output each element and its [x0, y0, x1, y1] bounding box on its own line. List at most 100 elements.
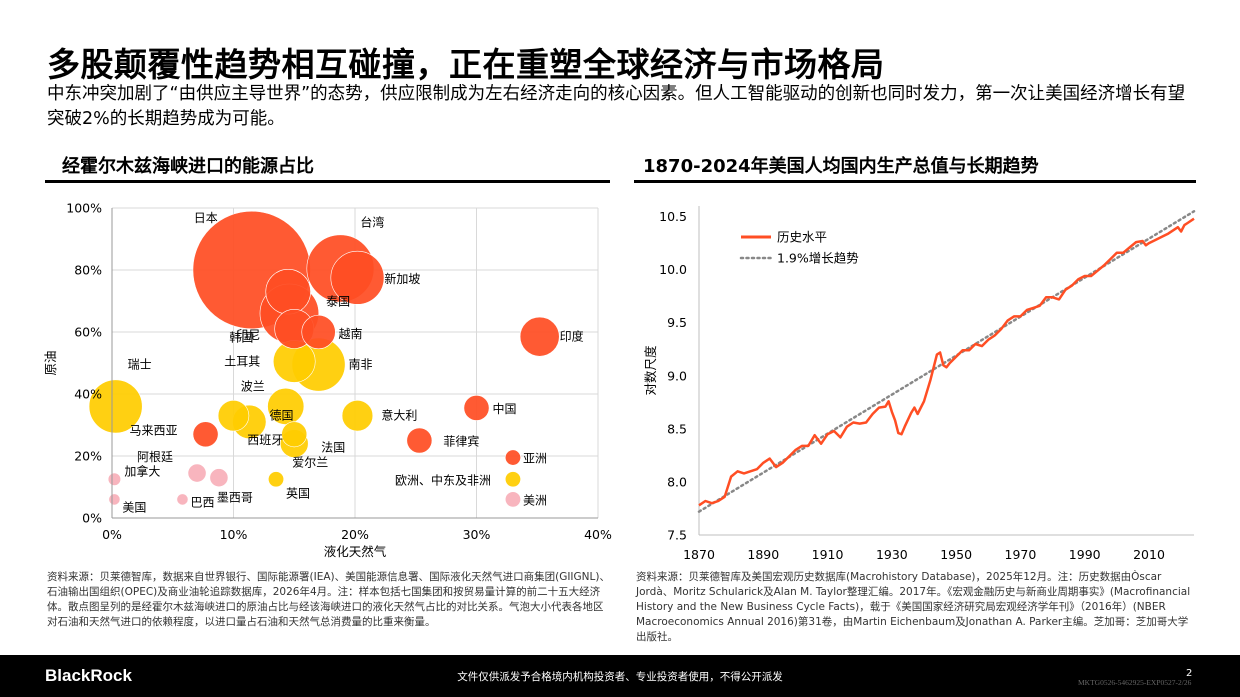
bubble-label: 欧洲、中东及非洲: [395, 472, 491, 487]
bubble-19: [406, 427, 433, 454]
right-chart-title: 1870-2024年美国人均国内生产总值与长期趋势: [643, 156, 1039, 177]
x-tick-label: 10%: [220, 527, 248, 542]
bubble-3: [330, 250, 385, 305]
bubble-label: 日本: [194, 211, 218, 225]
bubble-13: [217, 400, 250, 432]
bubble-label: 中国: [493, 401, 517, 416]
bubble-21: [504, 449, 521, 466]
x-tick-label: 20%: [341, 527, 369, 542]
document-code: MKTG0526-5462925-EXP0527-2/26: [1078, 678, 1192, 687]
historical-line: [698, 217, 1195, 507]
bubble-label: 土耳其: [224, 354, 260, 368]
bubble-16: [463, 395, 490, 421]
bubble-label: 阿根廷: [137, 450, 173, 464]
bubble-22: [187, 463, 207, 483]
y-axis-title: 对数尺度: [643, 345, 658, 396]
bubble-label: 美国: [122, 500, 146, 514]
x-tick-label: 1870: [683, 547, 715, 562]
bubble-label: 越南: [339, 326, 363, 341]
y-tick-label: 60%: [74, 325, 102, 340]
y-tick-label: 9.5: [667, 315, 687, 330]
x-tick-label: 30%: [463, 527, 491, 542]
bubble-label: 印度: [560, 329, 584, 344]
y-axis-title: 原油: [43, 350, 58, 375]
bubble-label: 马来西亚: [130, 423, 178, 437]
bubble-23: [209, 468, 229, 488]
footer-bar: [0, 655, 1240, 697]
y-tick-label: 8.0: [667, 474, 687, 489]
page-number: 2: [1186, 668, 1193, 679]
right-title-divider: [634, 180, 1196, 183]
x-tick-label: 1950: [940, 547, 972, 562]
bubble-label: 印尼: [236, 328, 260, 342]
y-tick-label: 40%: [74, 387, 102, 402]
distribution-notice: 文件仅供派发予合格境内机构投资者、专业投资者使用，不得公开派发: [457, 671, 783, 683]
gdp-chart-axes: 1870 1890 1910 1930 1950 1970 1990 2010 7.5 8.0 8.…: [643, 206, 1194, 562]
x-tick-label: 1970: [1005, 547, 1037, 562]
y-tick-label: 0%: [82, 511, 102, 526]
bubble-label: 加拿大: [124, 463, 160, 478]
blackrock-logo: BlackRock: [45, 666, 132, 685]
y-tick-label: 10.5: [659, 209, 687, 224]
bubble-27: [108, 493, 121, 506]
bubble-label: 巴西: [190, 495, 214, 509]
bubble-18: [192, 421, 219, 448]
bubble-26: [504, 471, 521, 488]
legend-historical-label: 历史水平: [777, 230, 827, 245]
bubble-8: [519, 316, 560, 357]
bubble-17: [281, 421, 308, 448]
bubble-4: [265, 269, 311, 315]
bubble-label: 台湾: [360, 214, 384, 229]
bubble-28: [176, 493, 189, 506]
bubble-label: 西班牙: [247, 433, 283, 447]
x-tick-label: 1990: [1069, 547, 1101, 562]
bubble-label: 韩国: [229, 329, 253, 344]
bubble-label: 意大利: [381, 408, 417, 423]
bubble-15: [341, 400, 374, 432]
bubble-label: 瑞士: [128, 357, 152, 371]
bubble-25: [268, 471, 285, 488]
x-tick-label: 2010: [1133, 547, 1165, 562]
bubble-label: 菲律宾: [443, 434, 479, 449]
bubble-12: [267, 387, 305, 425]
trend-line: [697, 210, 1196, 513]
bubble-label: 英国: [286, 486, 310, 500]
bubble-label: 南非: [349, 357, 373, 372]
page-title: 多股颠覆性趋势相互碰撞，正在重塑全球经济与市场格局: [47, 45, 885, 84]
left-chart-source-note: 资料来源：贝莱德智库，数据来自世界银行、国际能源署(IEA)、美国能源信息署、国…: [47, 571, 610, 628]
bubble-label: 法国: [321, 440, 345, 454]
y-tick-label: 100%: [66, 201, 102, 216]
y-tick-label: 20%: [74, 449, 102, 464]
bubble-label: 波兰: [241, 379, 265, 393]
gdp-chart-legend: 历史水平 1.9%增长趋势: [739, 230, 859, 266]
bubble-11: [88, 379, 143, 434]
x-tick-label: 1930: [876, 547, 908, 562]
bubble-label: 新加坡: [384, 271, 420, 286]
bubble-label: 美洲: [523, 493, 547, 507]
x-tick-label: 1890: [747, 547, 779, 562]
x-tick-label: 1910: [812, 547, 844, 562]
bubble-7: [301, 314, 336, 350]
legend-trend-label: 1.9%增长趋势: [777, 251, 859, 266]
bubble-label: 德国: [270, 408, 294, 423]
y-tick-label: 7.5: [667, 528, 687, 543]
bubble-chart-bubbles: [88, 210, 560, 508]
x-tick-label: 0%: [102, 527, 122, 542]
x-tick-label: 40%: [584, 527, 612, 542]
y-tick-label: 8.5: [667, 421, 687, 436]
y-tick-label: 80%: [74, 263, 102, 278]
y-tick-label: 9.0: [667, 368, 687, 383]
bubble-label: 爱尔兰: [292, 455, 328, 470]
bubble-label: 亚洲: [523, 452, 547, 466]
left-title-divider: [45, 180, 610, 183]
left-chart-title: 经霍尔木兹海峡进口的能源占比: [62, 156, 314, 177]
y-tick-label: 10.0: [659, 262, 687, 277]
gdp-line-chart: 1870 1890 1910 1930 1950 1970 1990 2010 7.5 8.0 8.…: [643, 206, 1196, 562]
bubble-29: [504, 491, 521, 508]
right-chart-source-note: 资料来源：贝莱德智库及美国宏观历史数据库(Macrohistory Databa…: [636, 571, 1191, 643]
bubble-label: 泰国: [326, 295, 350, 309]
bubble-chart-axes: 0% 10% 20% 30% 40% 0% 20% 40% 60% 80% 100% 液化天然气 原油: [43, 201, 612, 560]
gdp-chart-series: [697, 210, 1196, 513]
